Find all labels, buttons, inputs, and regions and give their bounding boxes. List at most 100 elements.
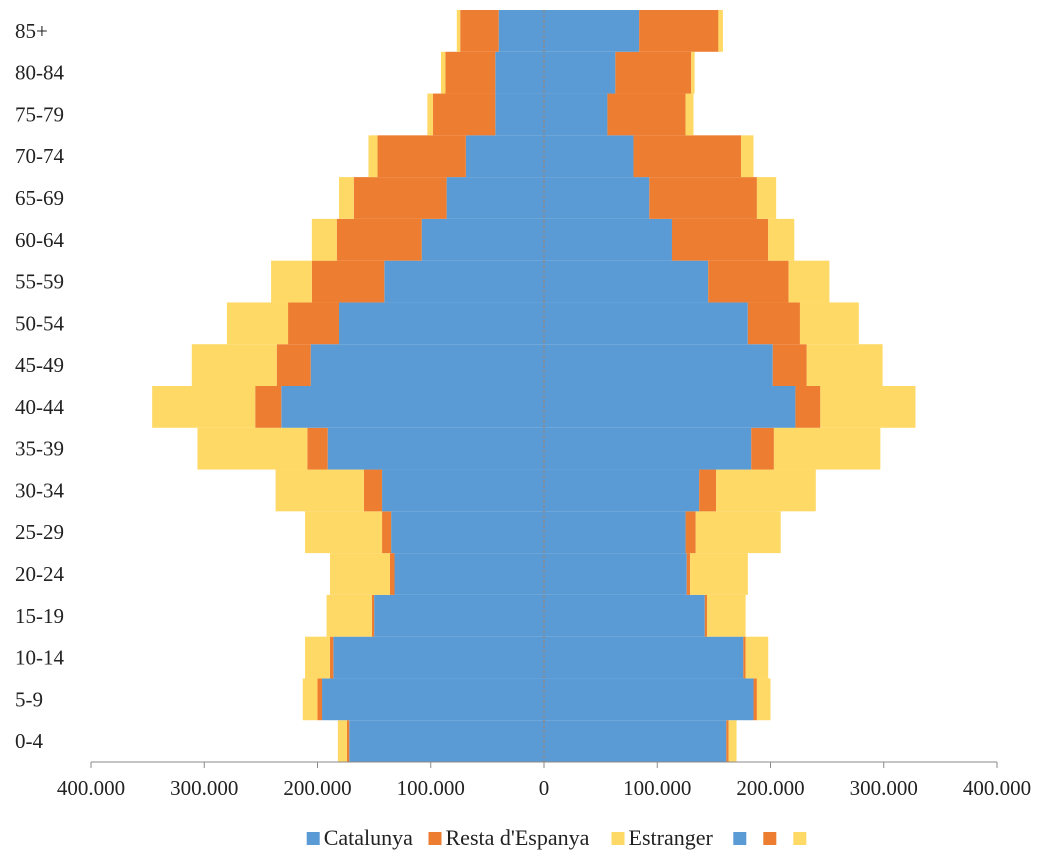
y-category-label: 40-44 <box>15 395 64 419</box>
axis-layer: 400.000 300.000 200.000 100.000 0 100.000 200.… <box>15 10 1031 800</box>
bar-right-resta-d-espanya-5-9 <box>753 678 757 721</box>
bar-right-resta-d-espanya-85+ <box>639 10 719 52</box>
bar-right-catalunya-65-69 <box>544 177 650 219</box>
bar-left-resta-d-espanya-45-49 <box>276 344 311 386</box>
bar-left-estranger-15-19 <box>326 594 372 637</box>
y-category-label: 20-24 <box>15 562 64 586</box>
y-category-label: 25-29 <box>15 520 64 544</box>
bar-left-resta-d-espanya-55-59 <box>311 260 385 303</box>
bar-left-catalunya-30-34 <box>382 469 544 512</box>
bar-left-resta-d-espanya-0-4 <box>346 720 350 762</box>
bar-right-estranger-35-39 <box>773 427 881 470</box>
x-tick-label: 300.000 <box>850 776 918 800</box>
legend-swatch <box>428 832 442 845</box>
bar-right-resta-d-espanya-25-29 <box>685 511 696 554</box>
legend-swatch <box>306 832 320 845</box>
bar-left-catalunya-70-74 <box>465 135 544 178</box>
bar-left-estranger-45-49 <box>191 344 277 386</box>
bar-right-estranger-30-34 <box>716 469 816 512</box>
legend-label: Catalunya <box>324 825 413 850</box>
y-category-label: 60-64 <box>15 228 64 252</box>
bars-layer <box>152 10 916 762</box>
bar-right-resta-d-espanya-0-4 <box>726 720 729 762</box>
bar-left-estranger-0-4 <box>337 720 347 762</box>
y-category-label: 35-39 <box>15 437 64 461</box>
bar-left-catalunya-50-54 <box>339 302 544 345</box>
bar-left-catalunya-25-29 <box>391 511 544 554</box>
bar-left-resta-d-espanya-70-74 <box>377 135 466 178</box>
bar-left-resta-d-espanya-65-69 <box>353 177 447 219</box>
bar-left-catalunya-0-4 <box>349 720 544 762</box>
x-tick-label: 400.000 <box>57 776 125 800</box>
bar-left-estranger-70-74 <box>368 135 378 178</box>
bar-left-resta-d-espanya-60-64 <box>336 218 422 261</box>
bar-right-estranger-25-29 <box>695 511 781 554</box>
bar-left-estranger-80-84 <box>440 51 446 94</box>
y-category-label: 55-59 <box>15 270 64 294</box>
legend-label: Resta d'Espanya <box>446 825 590 850</box>
bar-left-catalunya-60-64 <box>421 218 544 261</box>
bar-right-catalunya-5-9 <box>544 678 754 721</box>
bar-left-estranger-60-64 <box>311 218 337 261</box>
bar-left-estranger-85+ <box>456 10 461 52</box>
bar-right-resta-d-espanya-15-19 <box>704 594 708 637</box>
bar-right-estranger-80-84 <box>691 51 695 94</box>
bar-right-catalunya-30-34 <box>544 469 700 512</box>
x-tick-label: 0 <box>539 776 550 800</box>
bar-right-catalunya-80-84 <box>544 51 616 94</box>
bar-left-resta-d-espanya-20-24 <box>389 553 395 595</box>
y-category-label: 45-49 <box>15 353 64 377</box>
bar-left-catalunya-20-24 <box>394 553 544 595</box>
bar-left-catalunya-5-9 <box>322 678 544 721</box>
bar-left-catalunya-45-49 <box>310 344 544 386</box>
bar-left-catalunya-75-79 <box>495 93 544 136</box>
y-category-label: 80-84 <box>15 61 64 85</box>
bar-left-catalunya-65-69 <box>446 177 544 219</box>
bar-left-resta-d-espanya-5-9 <box>317 678 323 721</box>
x-tick-label: 200.000 <box>736 776 804 800</box>
bar-right-estranger-45-49 <box>806 344 883 386</box>
bar-right-resta-d-espanya-35-39 <box>751 427 774 470</box>
bar-left-estranger-10-14 <box>305 636 330 679</box>
y-category-label: 65-69 <box>15 186 64 210</box>
bar-right-resta-d-espanya-65-69 <box>649 177 757 219</box>
bar-right-estranger-70-74 <box>741 135 754 178</box>
bar-right-catalunya-50-54 <box>544 302 748 345</box>
bar-right-resta-d-espanya-40-44 <box>795 386 821 428</box>
bar-right-catalunya-40-44 <box>544 386 796 428</box>
bar-left-estranger-20-24 <box>329 553 390 595</box>
bar-left-estranger-40-44 <box>152 386 256 428</box>
bar-right-catalunya-60-64 <box>544 218 672 261</box>
x-tick-label: 100.000 <box>397 776 465 800</box>
bar-left-estranger-5-9 <box>302 678 318 721</box>
bar-left-estranger-75-79 <box>427 93 434 136</box>
legend-label: Estranger <box>629 825 714 850</box>
bar-left-resta-d-espanya-10-14 <box>329 636 334 679</box>
bar-left-catalunya-55-59 <box>384 260 544 303</box>
bar-right-catalunya-85+ <box>544 10 640 52</box>
bar-right-catalunya-10-14 <box>544 636 744 679</box>
x-tick-label: 100.000 <box>623 776 691 800</box>
bar-left-resta-d-espanya-75-79 <box>433 93 496 136</box>
bar-left-estranger-55-59 <box>271 260 312 303</box>
y-category-label: 70-74 <box>15 144 64 168</box>
y-category-label: 15-19 <box>15 604 64 628</box>
bar-right-resta-d-espanya-10-14 <box>743 636 746 679</box>
bar-right-catalunya-15-19 <box>544 594 705 637</box>
bar-left-catalunya-40-44 <box>281 386 544 428</box>
bar-right-catalunya-55-59 <box>544 260 709 303</box>
bar-left-catalunya-85+ <box>498 10 544 52</box>
y-category-label: 75-79 <box>15 102 64 126</box>
y-category-label: 5-9 <box>15 687 43 711</box>
bar-left-resta-d-espanya-80-84 <box>445 51 496 94</box>
bar-left-resta-d-espanya-50-54 <box>288 302 340 345</box>
bar-right-estranger-85+ <box>718 10 723 52</box>
legend-swatch <box>611 832 625 845</box>
bar-right-catalunya-75-79 <box>544 93 608 136</box>
bar-right-estranger-40-44 <box>820 386 916 428</box>
bar-right-resta-d-espanya-50-54 <box>747 302 800 345</box>
bar-right-catalunya-20-24 <box>544 553 687 595</box>
y-category-label: 10-14 <box>15 646 64 670</box>
